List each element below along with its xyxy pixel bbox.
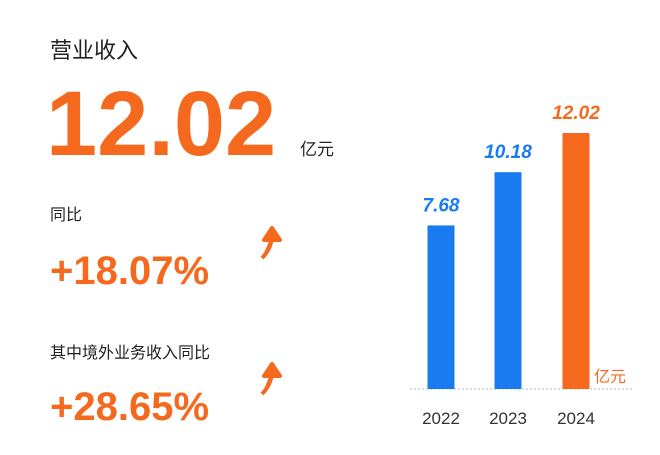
value-label: 10.18 (484, 142, 532, 163)
x-tick-label: 2022 (422, 409, 460, 428)
chart-unit: 亿元 (594, 367, 626, 386)
value-label: 12.02 (552, 103, 600, 124)
metric-label: 同比 (50, 205, 82, 224)
x-tick-label: 2023 (489, 409, 527, 428)
x-tick-label: 2024 (557, 409, 595, 428)
up-arrow (260, 226, 282, 260)
metric-value: +28.65% (50, 385, 209, 429)
bar (562, 133, 590, 389)
unit: 亿元 (300, 140, 334, 160)
bar (427, 225, 455, 389)
title: 营业收入 (50, 39, 138, 64)
metric-value: +18.07% (50, 249, 209, 293)
value-label: 7.68 (423, 195, 460, 216)
up-arrow (260, 362, 282, 396)
bar (494, 172, 522, 389)
metric-label: 其中境外业务收入同比 (50, 343, 210, 362)
big-value: 12.02 (46, 73, 276, 175)
